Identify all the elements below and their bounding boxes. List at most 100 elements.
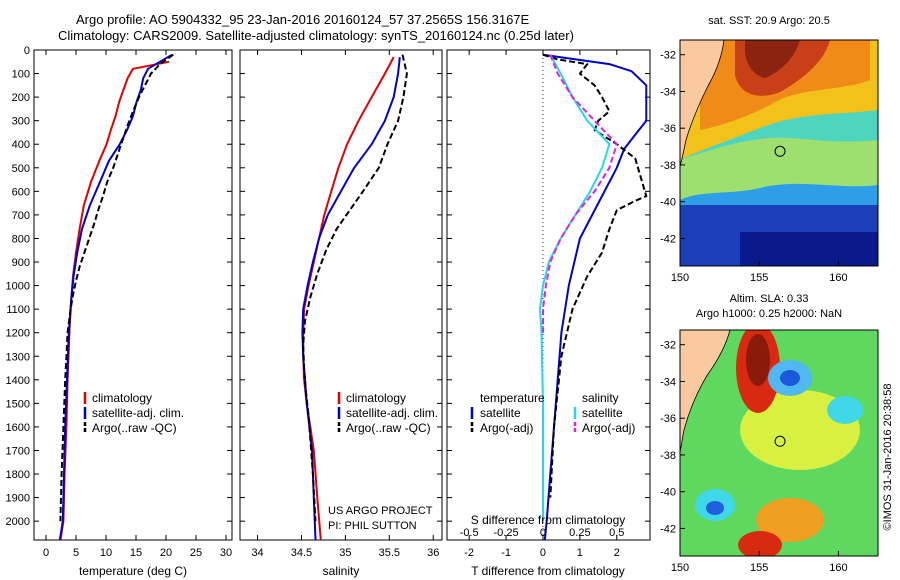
sst-field [680, 40, 878, 266]
series-line-argo-raw-qc- [59, 53, 174, 522]
figure-title-line-2: Climatology: CARS2009. Satellite-adjuste… [58, 28, 574, 43]
difference-panel: -2 -1 0 1 2 S difference from climatology -0… [446, 49, 651, 578]
y-tick-label: 800 [12, 233, 30, 245]
sla-field [680, 330, 878, 556]
y-tick-label: 1800 [6, 469, 30, 481]
y-tick-label: 900 [12, 257, 30, 269]
legend-label-argo: Argo(..raw -QC) [346, 421, 431, 435]
y-tick-label: 600 [12, 186, 30, 198]
map-y-tick-label: -32 [660, 340, 676, 352]
sla-blue-eddy-core [780, 370, 800, 386]
map-y-tick-label: -40 [660, 197, 676, 209]
sst-map-y-ticks: -32 -34 -36 -38 -40 -42 [660, 50, 685, 245]
map-y-tick-label: -34 [660, 86, 676, 98]
salinity-lines [301, 54, 408, 540]
sst-far-south [740, 232, 878, 266]
y-tick-label: 1500 [6, 398, 30, 410]
sla-map-frame [679, 329, 879, 557]
pi-annotation: PI: PHIL SUTTON [328, 520, 417, 532]
y-tick-label: 700 [12, 210, 30, 222]
sla-orange-patch [756, 498, 824, 542]
legend-label-sal-argo: Argo(-adj) [582, 421, 635, 435]
land-australia [680, 330, 731, 453]
figure-title-line-1: Argo profile: AO 5904332_95 23-Jan-2016 … [76, 12, 530, 27]
series-line-argo-raw-qc- [302, 54, 408, 522]
argo-position-marker [774, 435, 786, 447]
sla-cyan-patch-east [827, 396, 863, 424]
salinity-legend: climatology satellite-adj. clim. Argo(..… [337, 391, 438, 435]
temperature-x-ticks: 0 5 10 15 20 25 30 [43, 50, 232, 559]
difference-top-x-ticklabels: -0.5 -0.25 0 0.25 0.5 [460, 527, 625, 539]
legend-label-climatology: climatology [92, 391, 152, 405]
salinity-diff-legend: salinity satellite Argo(-adj) [573, 391, 635, 435]
legend-title-temperature: temperature [480, 391, 545, 405]
legend-label-temp-argo: Argo(-adj) [480, 421, 533, 435]
map-y-tick-label: -38 [660, 160, 676, 172]
sst-map-title: sat. SST: 20.9 Argo: 20.5 [708, 15, 830, 27]
sst-map-x-ticks: 150 155 160 [671, 261, 848, 284]
x-tick-label: 35.5 [379, 547, 400, 559]
x-tick-label: 1 [577, 547, 583, 559]
difference-y-ticks [447, 49, 650, 522]
sla-map-x-ticks: 150 155 160 [671, 551, 848, 574]
sla-map: Altim. SLA: 0.33 Argo h1000: 0.25 h2000:… [660, 293, 879, 574]
sst-hot-center [745, 40, 800, 78]
map-x-tick-label: 155 [750, 272, 768, 284]
sla-red-core [746, 334, 770, 386]
difference-top-x-label: S difference from climatology [471, 513, 626, 527]
credit-text: ©IMOS 31-Jan-2016 20:38:58 [882, 384, 894, 531]
salinity-y-ticks [240, 49, 442, 522]
y-tick-label: 400 [12, 139, 30, 151]
difference-x-ticks: -2 -1 0 1 2 [464, 50, 620, 559]
map-y-tick-label: -36 [660, 413, 676, 425]
temperature-y-ticks: 0 100 200 300 400 500 600 700 800 900 1000 1100 1200… [6, 45, 232, 528]
x-tick-label: -1 [501, 547, 511, 559]
legend-label-satellite: satellite-adj. clim. [346, 406, 438, 420]
temperature-diff-legend: temperature satellite Argo(-adj) [470, 391, 545, 435]
map-y-tick-label: -38 [660, 450, 676, 462]
land-australia [680, 40, 725, 167]
map-x-tick-label: 150 [671, 562, 689, 574]
y-tick-label: 1000 [6, 281, 30, 293]
x-tick-label: -2 [464, 547, 474, 559]
sla-map-title-line-1: Altim. SLA: 0.33 [730, 293, 809, 305]
legend-label-sal-satellite: satellite [582, 406, 623, 420]
temperature-legend: climatology satellite-adj. clim. Argo(..… [83, 391, 184, 435]
salinity-axes-frame [239, 49, 443, 541]
sst-green-region [680, 137, 878, 200]
y-tick-label: 200 [12, 92, 30, 104]
map-y-tick-label: -36 [660, 123, 676, 135]
top-x-tick-label: 0.25 [569, 527, 590, 539]
x-tick-label: 0 [43, 547, 49, 559]
x-tick-label: 0 [540, 547, 546, 559]
x-tick-label: 35 [339, 547, 351, 559]
project-annotation: US ARGO PROJECT [328, 505, 433, 517]
y-tick-label: 1400 [6, 375, 30, 387]
map-y-tick-label: -34 [660, 376, 676, 388]
x-tick-label: 25 [190, 547, 202, 559]
x-tick-label: 30 [220, 547, 232, 559]
temperature-x-label: temperature (deg C) [79, 564, 187, 578]
legend-label-climatology: climatology [346, 391, 406, 405]
map-x-tick-label: 150 [671, 272, 689, 284]
map-y-tick-label: -42 [660, 523, 676, 535]
map-x-tick-label: 155 [750, 562, 768, 574]
temperature-axes-frame [33, 49, 233, 541]
legend-label-argo: Argo(..raw -QC) [92, 421, 177, 435]
y-tick-label: 1900 [6, 493, 30, 505]
temperature-panel: 0100200300400500600700800900100011001200… [6, 45, 233, 578]
top-x-tick-label: 0 [540, 527, 546, 539]
map-y-tick-label: -42 [660, 233, 676, 245]
series-line-temperature-satellite [542, 53, 648, 540]
sst-map: sat. SST: 20.9 Argo: 20.5 150 155 160 -32-… [660, 15, 879, 284]
sla-red-patch-south [738, 531, 782, 556]
x-tick-label: 36 [427, 547, 439, 559]
y-tick-label: 300 [12, 116, 30, 128]
legend-title-salinity: salinity [582, 391, 619, 405]
series-line-salinity-satellite [539, 54, 611, 522]
y-tick-label: 1100 [6, 304, 30, 316]
sla-blue-eddy-south [706, 501, 724, 515]
sst-map-frame [679, 39, 879, 267]
y-tick-label: 1300 [6, 351, 30, 363]
